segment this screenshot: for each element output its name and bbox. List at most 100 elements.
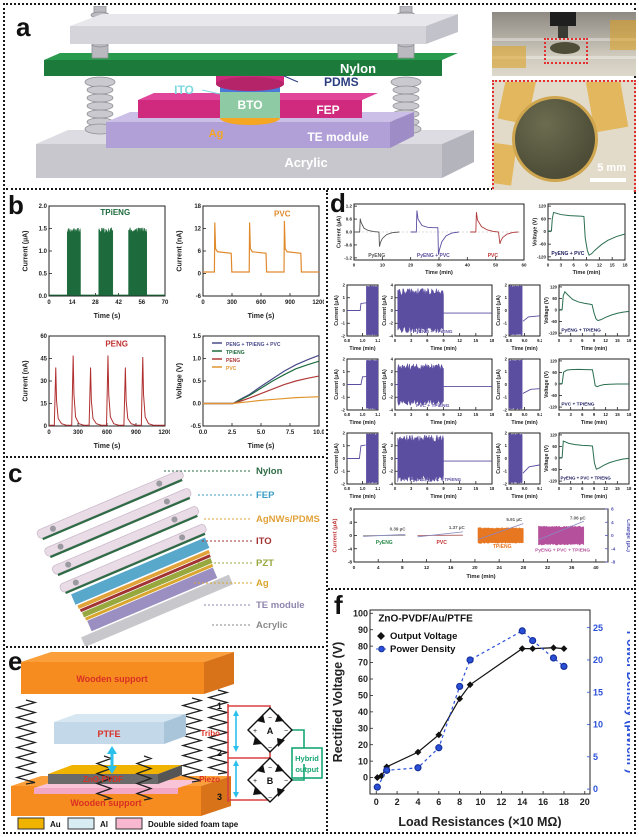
svg-text:6: 6 — [436, 797, 441, 807]
svg-text:12: 12 — [424, 565, 430, 571]
svg-text:18: 18 — [627, 486, 632, 491]
layer-label-fep: FEP — [256, 490, 275, 501]
svg-text:-4: -4 — [389, 333, 393, 338]
acrylic-label: Acrylic — [284, 155, 327, 170]
svg-text:14: 14 — [517, 797, 527, 807]
chart-voltage-pyeng-pvc: 0 3 6 9 12 15 18 -120 -60 0 60 120 Time (min) Voltage… — [532, 198, 628, 281]
svg-text:-4: -4 — [389, 407, 393, 412]
svg-text:0: 0 — [353, 565, 356, 571]
svg-text:18: 18 — [627, 412, 632, 417]
svg-text:32: 32 — [545, 565, 551, 571]
chart-voltage-pvc-tpieng: 0 3 6 9 12 15 18 -120 -60 0 60 120 Time (min) Voltage… — [544, 354, 632, 431]
svg-text:Time (min): Time (min) — [430, 494, 456, 500]
svg-text:Time (min): Time (min) — [430, 346, 456, 352]
svg-text:1.0: 1.0 — [360, 412, 366, 417]
chart-d2-main: 0 3 6 9 12 15 18 -4 -2 0 2 4 Time (min) Current (µA) P… — [382, 280, 495, 357]
svg-text:0.8: 0.8 — [344, 486, 350, 491]
spring — [95, 755, 114, 801]
photo-band — [492, 56, 636, 59]
wooden-support-bottom-label: Wooden support — [70, 798, 141, 808]
bridge-b-label: B — [267, 776, 274, 786]
svg-text:-2: -2 — [389, 395, 393, 400]
svg-text:6: 6 — [426, 486, 429, 491]
svg-text:0: 0 — [547, 263, 550, 268]
svg-text:0: 0 — [394, 412, 397, 417]
svg-text:3: 3 — [560, 263, 563, 268]
nylon-label: Nylon — [340, 61, 376, 76]
svg-text:15: 15 — [473, 338, 478, 343]
svg-text:6: 6 — [581, 338, 584, 343]
layer-label-acrylic: Acrylic — [256, 620, 288, 631]
svg-text:0: 0 — [558, 338, 561, 343]
svg-text:-1: -1 — [341, 321, 345, 326]
svg-text:-2: -2 — [503, 333, 507, 338]
svg-text:1: 1 — [343, 295, 346, 300]
svg-text:Current (µA): Current (µA) — [333, 518, 339, 552]
svg-text:8: 8 — [611, 507, 614, 513]
svg-text:20: 20 — [580, 797, 590, 807]
svg-text:120: 120 — [550, 284, 558, 289]
svg-text:4: 4 — [391, 282, 394, 287]
svg-text:0: 0 — [47, 300, 51, 306]
svg-text:PVC: PVC — [488, 253, 499, 259]
svg-text:300: 300 — [227, 300, 238, 306]
svg-text:Output Voltage: Output Voltage — [390, 631, 457, 642]
acrylic-top-plate — [70, 14, 458, 44]
chart-d2-zoom-left: 0.8 1.0 1.2 -2 -1 0 1 2 Time (min) Current (µA) — [334, 280, 381, 357]
svg-text:PyENG + PVC + TPiENG: PyENG + PVC + TPiENG — [561, 476, 612, 481]
node-3: 3 — [217, 792, 222, 802]
svg-text:PyENG + PVC: PyENG + PVC — [417, 253, 450, 259]
svg-text:1.5: 1.5 — [39, 227, 48, 233]
svg-text:50: 50 — [493, 263, 499, 268]
svg-text:0: 0 — [343, 456, 346, 461]
svg-text:-2: -2 — [503, 407, 507, 412]
svg-text:120: 120 — [550, 358, 558, 363]
svg-text:-1: -1 — [341, 469, 345, 474]
svg-text:9: 9 — [593, 412, 596, 417]
svg-text:900: 900 — [131, 430, 142, 436]
svg-text:1: 1 — [343, 369, 346, 374]
clamp — [550, 12, 576, 26]
svg-text:60: 60 — [552, 370, 557, 375]
chart-voltage-all-three: 0 3 6 9 12 15 18 -120 -60 0 60 120 Time (min) Voltage… — [544, 428, 632, 505]
svg-text:18: 18 — [627, 338, 632, 343]
chart-current-pulses: 0 10 20 30 40 50 60 -1.2 -0.6 0.0 0.6 1.2 Time (min)… — [336, 198, 528, 281]
ptfe-label: PTFE — [97, 729, 120, 739]
svg-text:6: 6 — [581, 412, 584, 417]
svg-text:Time (min): Time (min) — [349, 494, 375, 500]
svg-text:0: 0 — [558, 412, 561, 417]
layer-label-ito: ITO — [256, 536, 272, 547]
svg-text:600: 600 — [256, 300, 267, 306]
zno-pvdf-label: ZnO-PVDF — [83, 775, 123, 784]
svg-text:-2: -2 — [389, 321, 393, 326]
svg-text:PyENG + TPiENG: PyENG + TPiENG — [561, 328, 601, 334]
svg-text:PVC: PVC — [437, 540, 448, 546]
svg-text:TPiENG: TPiENG — [226, 350, 245, 356]
svg-text:0: 0 — [394, 486, 397, 491]
svg-text:20: 20 — [358, 740, 368, 750]
ag-layer — [85, 563, 214, 621]
svg-text:9: 9 — [593, 486, 596, 491]
device-schematic-a: Nylon ITO PDMS BTO FEP TE module Ag Acry… — [36, 6, 474, 178]
svg-text:0: 0 — [47, 430, 51, 436]
chart-d4-main: 0 3 6 9 12 15 18 -4 -2 0 2 4 Time (min) Current (µA) P… — [382, 428, 495, 505]
svg-text:-1: -1 — [341, 395, 345, 400]
hybrid-output-box — [291, 747, 323, 779]
svg-text:-4: -4 — [611, 546, 616, 552]
sample-disc — [512, 96, 598, 182]
right-column: d 0 10 20 30 40 50 60 -1.2 -0.6 0.0 0.6 1.2 Time (mi… — [328, 190, 638, 831]
svg-text:28: 28 — [92, 300, 99, 306]
svg-text:40: 40 — [465, 263, 471, 268]
svg-text:16: 16 — [448, 565, 454, 571]
material-legend: Au Al Double sided foam tape — [17, 817, 239, 830]
ac-symbol: ~ — [268, 765, 272, 772]
svg-text:3: 3 — [410, 338, 413, 343]
panel-c: c — [6, 458, 324, 648]
motion-arrow — [107, 746, 117, 774]
svg-text:15: 15 — [610, 263, 616, 268]
svg-text:PyENG + PVC + TPiENG: PyENG + PVC + TPiENG — [410, 477, 462, 482]
svg-text:9: 9 — [585, 263, 588, 268]
svg-text:80: 80 — [358, 641, 368, 651]
svg-text:60: 60 — [521, 263, 527, 268]
svg-text:1.2: 1.2 — [375, 338, 380, 343]
